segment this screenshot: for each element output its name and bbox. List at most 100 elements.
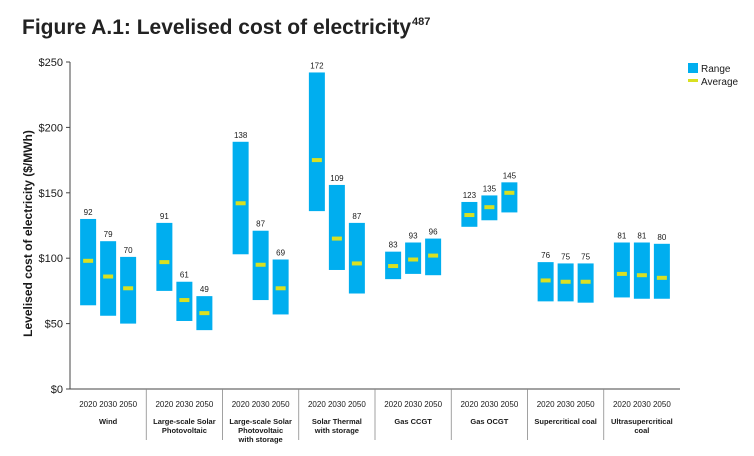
data-label: 49 — [200, 285, 209, 294]
average-marker — [504, 190, 515, 195]
x-tick-label: 2030 — [252, 400, 270, 409]
legend-range-swatch — [688, 63, 698, 73]
x-tick-label: 2050 — [653, 400, 671, 409]
average-marker — [464, 213, 475, 218]
average-marker — [311, 158, 322, 163]
x-tick-label: 2020 — [460, 400, 478, 409]
title-superscript: 487 — [412, 16, 431, 28]
data-label: 135 — [483, 184, 497, 193]
data-label: 69 — [276, 249, 285, 258]
category-label: Supercritical coal — [534, 417, 597, 426]
x-tick-label: 2030 — [480, 400, 498, 409]
average-marker — [235, 201, 246, 206]
category-label: coal — [634, 426, 649, 435]
x-tick-label: 2020 — [155, 400, 173, 409]
data-label: 145 — [503, 171, 517, 180]
data-label: 75 — [561, 252, 570, 261]
average-marker — [159, 260, 170, 265]
category-label: Photovoltaic — [238, 426, 283, 435]
x-tick-label: 2030 — [99, 400, 117, 409]
x-tick-label: 2050 — [500, 400, 518, 409]
category-label: Gas OCGT — [470, 417, 508, 426]
category-label: Wind — [99, 417, 118, 426]
x-tick-label: 2020 — [308, 400, 326, 409]
data-label: 92 — [84, 208, 93, 217]
data-label: 91 — [160, 212, 169, 221]
legend-label: Average — [701, 77, 739, 88]
category-label: Large-scale Solar — [229, 417, 292, 426]
average-marker — [388, 264, 399, 269]
y-tick-label: $0 — [51, 384, 63, 396]
legend-average-swatch — [688, 79, 698, 82]
average-marker — [83, 258, 94, 263]
y-axis-title: Levelised cost of electricity ($/MWh) — [21, 130, 35, 337]
average-marker — [616, 271, 627, 276]
range-bar — [328, 184, 345, 270]
data-label: 81 — [617, 232, 626, 241]
data-label: 83 — [389, 241, 398, 250]
x-tick-label: 2020 — [613, 400, 631, 409]
category-label: Photovoltaic — [162, 426, 207, 435]
x-tick-label: 2050 — [119, 400, 137, 409]
data-label: 80 — [657, 233, 666, 242]
category-label: Gas CCGT — [394, 417, 432, 426]
average-marker — [428, 253, 439, 258]
category-label: Large-scale Solar — [153, 417, 216, 426]
x-tick-label: 2030 — [404, 400, 422, 409]
x-tick-label: 2050 — [424, 400, 442, 409]
average-marker — [275, 286, 286, 291]
data-label: 109 — [330, 174, 344, 183]
average-marker — [103, 274, 114, 279]
average-marker — [179, 298, 190, 303]
average-marker — [636, 273, 647, 278]
range-bar — [653, 243, 670, 299]
range-bar — [501, 182, 518, 213]
x-tick-label: 2030 — [633, 400, 651, 409]
average-marker — [560, 279, 571, 284]
y-tick-label: $50 — [45, 319, 63, 331]
x-tick-label: 2050 — [348, 400, 366, 409]
page-title: Figure A.1: Levelised cost of electricit… — [22, 12, 430, 44]
x-tick-label: 2020 — [384, 400, 402, 409]
data-label: 93 — [409, 232, 418, 241]
average-marker — [123, 286, 134, 291]
average-marker — [484, 205, 495, 210]
data-label: 76 — [541, 251, 550, 260]
data-label: 172 — [310, 61, 324, 70]
x-tick-label: 2030 — [328, 400, 346, 409]
average-marker — [351, 261, 362, 266]
y-tick-label: $250 — [39, 57, 63, 69]
data-label: 70 — [124, 246, 133, 255]
data-label: 123 — [463, 191, 477, 200]
data-label: 87 — [352, 212, 361, 221]
x-tick-label: 2020 — [232, 400, 250, 409]
legend-label: Range — [701, 64, 731, 75]
data-label: 81 — [637, 232, 646, 241]
x-tick-label: 2020 — [79, 400, 97, 409]
range-bar — [232, 141, 249, 255]
y-tick-label: $100 — [39, 253, 63, 265]
category-label: with storage — [314, 426, 359, 435]
average-marker — [656, 275, 667, 280]
category-label: with storage — [238, 435, 283, 444]
x-tick-label: 2020 — [537, 400, 555, 409]
x-tick-label: 2050 — [195, 400, 213, 409]
x-tick-label: 2050 — [577, 400, 595, 409]
category-label: Solar Thermal — [312, 417, 362, 426]
range-bar — [156, 222, 173, 291]
category-label: Ultrasupercritical — [611, 417, 673, 426]
x-tick-label: 2050 — [272, 400, 290, 409]
average-marker — [580, 279, 591, 284]
data-label: 75 — [581, 252, 590, 261]
data-label: 87 — [256, 220, 265, 229]
average-marker — [199, 311, 210, 316]
y-tick-label: $150 — [39, 188, 63, 200]
range-bar — [613, 242, 630, 298]
data-label: 138 — [234, 131, 248, 140]
range-bar — [308, 72, 325, 212]
data-label: 96 — [429, 228, 438, 237]
x-tick-label: 2030 — [557, 400, 575, 409]
data-label: 79 — [104, 230, 113, 239]
